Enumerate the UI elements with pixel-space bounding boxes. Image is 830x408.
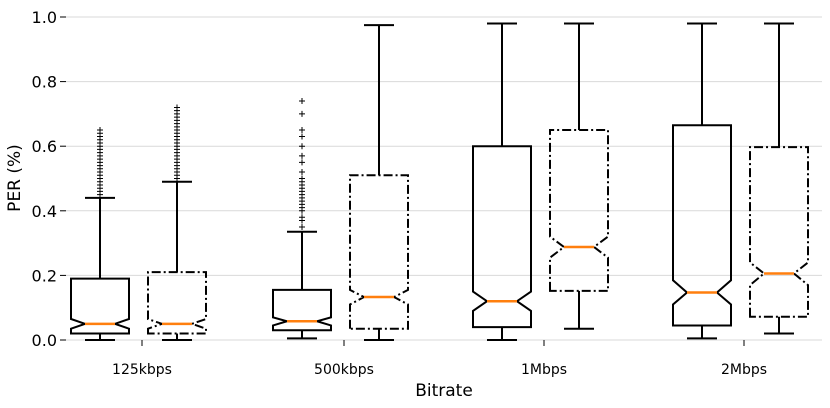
outlier-point [299,97,305,104]
y-tick-label: 0.8 [32,73,57,92]
box-outline [70,277,130,335]
box-500kbps-series-2 [349,24,409,341]
outlier-point [299,175,305,182]
box-outline [749,146,809,318]
y-tick-label: 0.4 [32,202,57,221]
box-1Mbps-series-2 [549,22,609,330]
outlier-point [299,127,305,134]
outlier-point [299,169,305,176]
outlier-point [174,104,180,111]
x-tick-label: 2Mbps [721,362,767,378]
box-outline [349,174,409,330]
box-outline [147,271,207,335]
y-axis-label: PER (%) [5,144,25,212]
box-outline [272,288,332,332]
outlier-point [299,133,305,140]
outlier-point [299,223,305,230]
outlier-point [299,152,305,159]
box-125kbps-series-1 [70,127,130,341]
outlier-point [97,127,103,134]
y-tick-label: 0.6 [32,137,57,156]
box-2Mbps-series-1 [672,22,732,340]
box-125kbps-series-2 [147,104,207,341]
x-tick-label: 500kbps [314,362,374,378]
box-500kbps-series-1 [272,97,332,340]
x-axis-label: Bitrate [415,381,473,401]
y-tick-label: 1.0 [32,8,57,27]
box-outline [672,124,732,327]
outlier-point [299,110,305,117]
box-outline [472,145,532,329]
x-axis-ticks: 125kbps 500kbps 1Mbps 2Mbps [112,340,767,378]
x-tick-label: 125kbps [112,362,172,378]
x-tick-label: 1Mbps [521,362,567,378]
outlier-point [299,143,305,150]
grid-lines [66,16,822,341]
outlier-point [299,159,305,166]
box-1Mbps-series-1 [472,22,532,341]
box-plots [70,22,809,341]
y-tick-label: 0.2 [32,266,57,285]
y-tick-label: 0.0 [32,331,57,350]
y-axis-ticks: 0.0 0.2 0.4 0.6 0.8 1.0 [32,8,66,350]
box-2Mbps-series-2 [749,22,809,335]
outlier-point [299,214,305,221]
